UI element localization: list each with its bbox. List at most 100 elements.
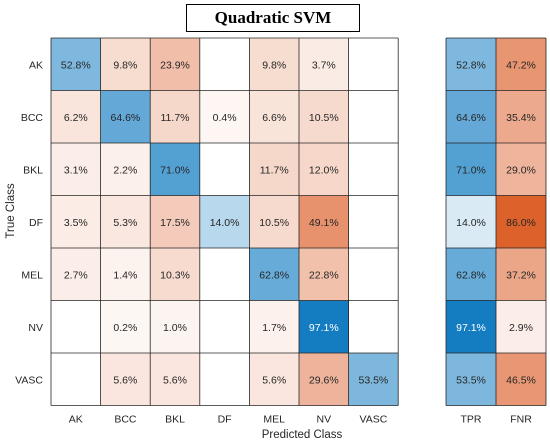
matrix-cell (199, 38, 250, 91)
matrix-cell (100, 248, 151, 301)
y-tick-label: NV (28, 322, 43, 334)
matrix-cell (199, 353, 250, 406)
matrix-cell (249, 353, 299, 406)
cell-value-label: 1.4% (113, 269, 137, 281)
tpr-cell (446, 300, 496, 353)
cell-value-label: 9.8% (262, 59, 286, 71)
tpr-value-label: 64.6% (456, 112, 486, 124)
cell-value-label: 5.6% (163, 374, 187, 386)
fnr-header: FNR (510, 414, 532, 426)
cell-value-label: 11.7% (161, 112, 190, 124)
cell-value-label: 9.8% (113, 59, 137, 71)
matrix-cell (51, 143, 101, 196)
cell-value-label: 17.5% (160, 217, 190, 229)
tpr-cell (446, 353, 496, 406)
x-tick-label: BKL (165, 414, 185, 426)
cell-value-label: 10.5% (309, 112, 339, 124)
cell-value-label: 3.1% (64, 164, 88, 176)
cell-value-label: 1.0% (163, 322, 187, 334)
cell-value-label: 10.5% (259, 217, 289, 229)
chart-title: Quadratic SVM (186, 4, 360, 32)
matrix-cell (199, 300, 250, 353)
matrix-cell (100, 300, 151, 353)
matrix-cell (299, 90, 349, 143)
tpr-value-label: 52.8% (456, 59, 486, 71)
tpr-header: TPR (461, 414, 482, 426)
matrix-cell (348, 353, 399, 406)
fnr-value-label: 29.0% (506, 164, 536, 176)
matrix-cell (51, 38, 101, 91)
tpr-cell (446, 38, 496, 91)
matrix-cell (150, 38, 200, 91)
y-tick-label: VASC (15, 374, 43, 386)
matrix-grid: 52.8% 9.8% 23.9% 9.8% 3.7% 6.2% 64.6% 11.7% 0.4%… (50, 37, 399, 406)
cell-value-label: 6.6% (262, 112, 286, 124)
matrix-cell (100, 38, 151, 91)
y-tick-label: BCC (21, 112, 44, 124)
matrix-cell (199, 195, 250, 248)
matrix-cell (51, 300, 101, 353)
matrix-cell (348, 38, 399, 91)
matrix-cell (100, 90, 151, 143)
y-tick-label: DF (29, 217, 43, 229)
fnr-value-label: 35.4% (506, 112, 536, 124)
matrix-cell (199, 248, 250, 301)
fnr-value-label: 47.2% (506, 59, 536, 71)
cell-value-label: 5.3% (113, 217, 137, 229)
cell-value-label: 53.5% (359, 374, 389, 386)
tpr-cell (446, 248, 496, 301)
cell-value-label: 14.0% (210, 217, 240, 229)
matrix-cell (199, 90, 250, 143)
y-tick-label: BKL (23, 164, 43, 176)
tick-labels: AK AK BCC BCC BKL BKL DF DF MEL MEL NV NV VASC VASC TP… (15, 59, 532, 425)
fnr-cell (496, 300, 546, 353)
matrix-cell (348, 143, 399, 196)
matrix-cell (51, 248, 101, 301)
matrix-cell (299, 248, 349, 301)
cell-value-label: 49.1% (309, 217, 339, 229)
matrix-cell (299, 38, 349, 91)
cell-value-label: 3.5% (64, 217, 88, 229)
fnr-cell (496, 90, 546, 143)
matrix-cell (249, 248, 299, 301)
cell-value-label: 64.6% (111, 112, 141, 124)
tpr-cell (446, 90, 496, 143)
matrix-cell (100, 195, 151, 248)
x-tick-label: DF (218, 414, 232, 426)
cell-value-label: 71.0% (160, 164, 190, 176)
cell-value-label: 52.8% (61, 59, 91, 71)
cell-value-label: 2.2% (113, 164, 137, 176)
cell-value-label: 2.7% (64, 269, 88, 281)
fnr-value-label: 46.5% (506, 374, 536, 386)
x-tick-label: VASC (359, 414, 387, 426)
tpr-value-label: 62.8% (456, 269, 486, 281)
matrix-cell (150, 143, 200, 196)
matrix-cell (249, 90, 299, 143)
matrix-cell (150, 353, 200, 406)
cell-value-label: 6.2% (64, 112, 88, 124)
y-tick-label: MEL (21, 269, 43, 281)
tpr-cell (446, 143, 496, 196)
x-tick-label: MEL (263, 414, 285, 426)
matrix-cell (299, 143, 349, 196)
matrix-cell (150, 300, 200, 353)
matrix-cell (249, 195, 299, 248)
fnr-cell (496, 248, 546, 301)
tpr-fnr-summary: 52.8% 64.6% 71.0% 14.0% 62.8% 97.1% 53.5% 47.2%… (445, 37, 547, 406)
matrix-cell (199, 143, 250, 196)
x-tick-label: AK (69, 414, 83, 426)
matrix-cell (150, 248, 200, 301)
cell-value-label: 0.2% (113, 322, 137, 334)
matrix-cell (51, 353, 101, 406)
cell-value-label: 23.9% (160, 59, 190, 71)
tpr-value-label: 14.0% (456, 217, 486, 229)
matrix-cell (348, 195, 399, 248)
cell-value-label: 97.1% (309, 322, 339, 334)
cell-value-label: 62.8% (259, 269, 289, 281)
matrix-cell (348, 300, 399, 353)
cell-value-label: 0.4% (213, 112, 237, 124)
x-axis-label: Predicted Class (262, 429, 343, 441)
matrix-cell (150, 195, 200, 248)
x-tick-label: BCC (114, 414, 137, 426)
matrix-cell (299, 353, 349, 406)
